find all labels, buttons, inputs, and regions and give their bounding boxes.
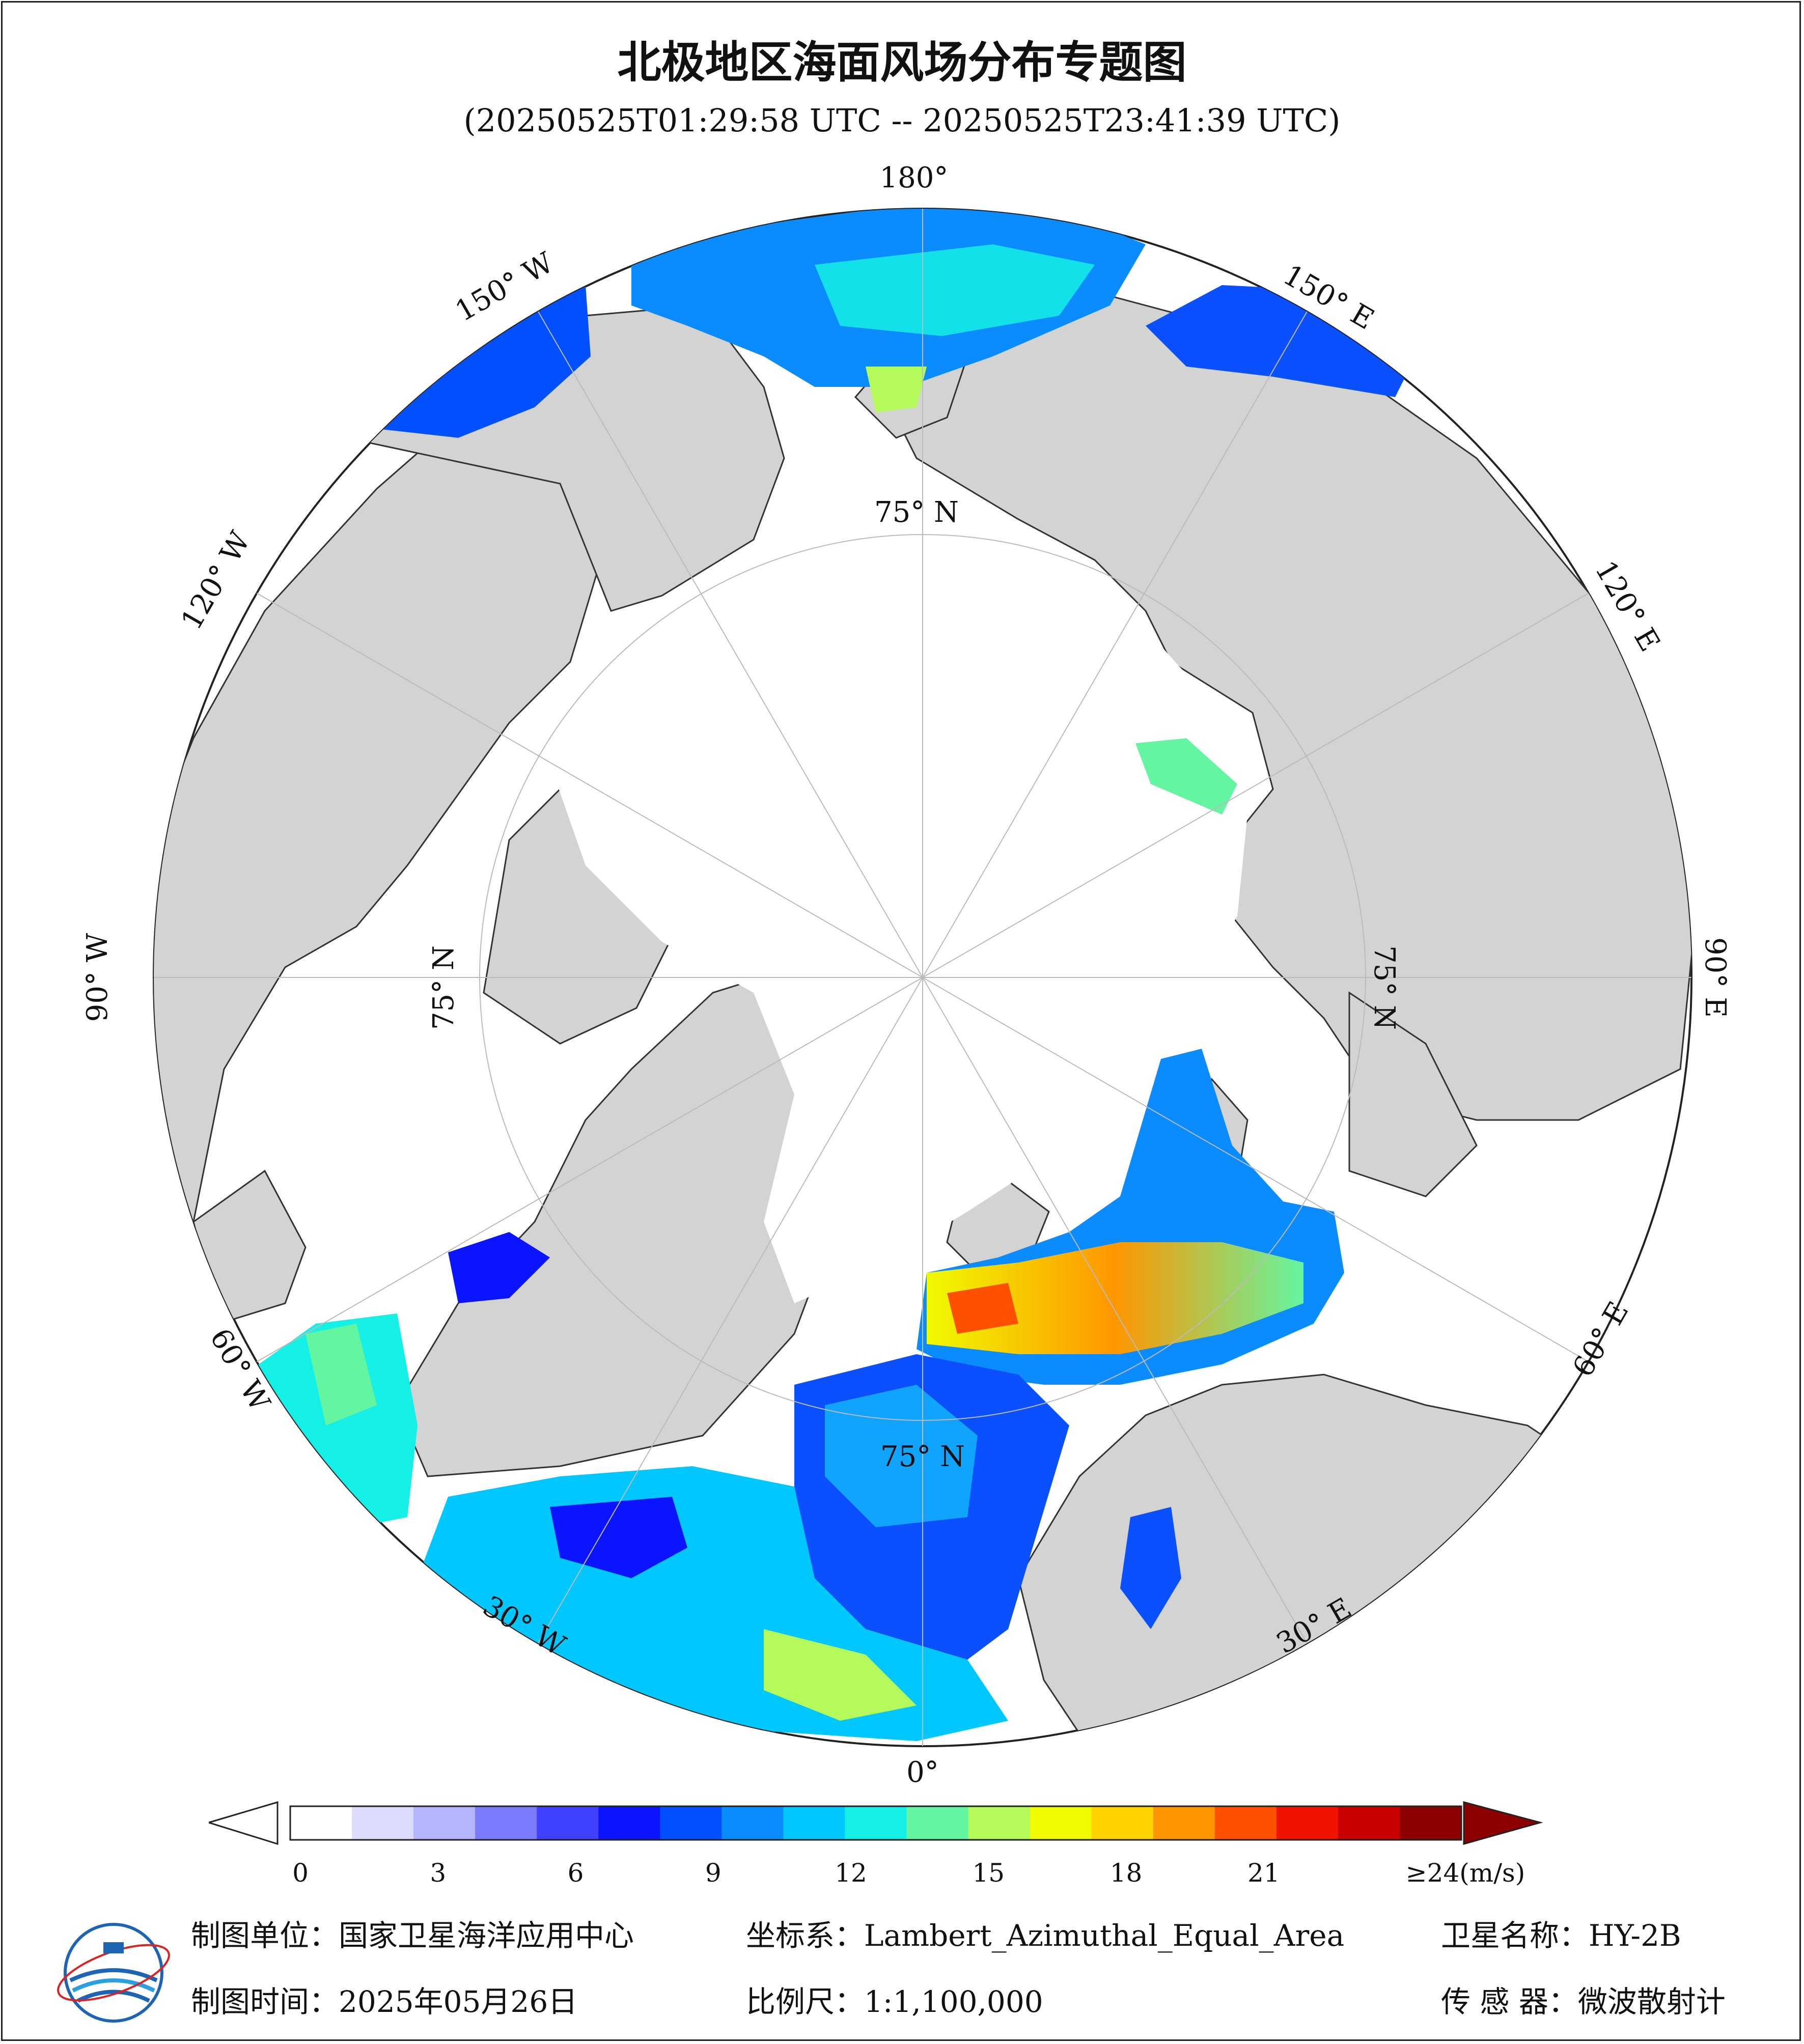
parallel-label-right: 75° N: [1368, 945, 1401, 1030]
colorbar-cell: [1153, 1806, 1215, 1840]
wind-region-laptev: [1135, 738, 1237, 815]
colorbar-cell: [413, 1806, 476, 1840]
colorbar-cell: [290, 1806, 353, 1840]
colorbar-cell: [352, 1806, 414, 1840]
sea-ice: [550, 529, 1247, 1303]
colorbar-cell: [968, 1806, 1031, 1840]
footer-sensor-label: 传 感 器：: [1441, 1984, 1578, 2019]
wind-region-baltic: [1120, 1507, 1181, 1629]
wind-region-gulf-alaska: [367, 285, 591, 438]
colorbar-cell: [906, 1806, 969, 1840]
wind-region-barents: [927, 1242, 1303, 1354]
meridian-label-0: 0°: [906, 1756, 939, 1789]
footer-scale: 比例尺：1:1,100,000: [746, 1978, 1043, 2021]
polar-map: 180° 150° E 120° E 90° E 60° E 30° E 0° …: [81, 161, 1732, 1789]
footer-date-value: 2025年05月26日: [339, 1984, 578, 2019]
land-siberia: [890, 274, 1691, 1121]
parallel-label-left: 75° N: [427, 945, 460, 1030]
meridian-label-90w: 90° W: [81, 933, 114, 1022]
page-title: 北极地区海面风场分布专题图: [617, 37, 1187, 88]
colorbar-cell: [598, 1806, 661, 1840]
colorbar-cell: [783, 1806, 846, 1840]
footer-sat-value: HY-2B: [1589, 1918, 1681, 1953]
colorbar-unit-label: ≥24(m/s): [1405, 1858, 1525, 1888]
wind-region-baffin: [448, 1232, 550, 1303]
footer-sensor-value: 微波散射计: [1577, 1984, 1726, 2019]
colorbar-tick-label: 12: [835, 1858, 867, 1888]
footer-coord-value: Lambert_Azimuthal_Equal_Area: [864, 1918, 1345, 1953]
colorbar-cell: [660, 1806, 723, 1840]
footer-org-value: 国家卫星海洋应用中心: [339, 1918, 634, 1953]
colorbar-over-arrow: [1463, 1801, 1543, 1845]
colorbar-cell: [1338, 1806, 1400, 1840]
footer-coord: 坐标系：Lambert_Azimuthal_Equal_Area: [746, 1912, 1344, 1954]
colorbar-cell: [475, 1806, 538, 1840]
colorbar-tick-label: 0: [292, 1858, 309, 1888]
nsoas-logo: [57, 1923, 170, 2023]
colorbar-cell: [721, 1806, 784, 1840]
parallel-labels: 75° N 75° N 75° N 75° N: [427, 496, 1401, 1473]
footer-sat: 卫星名称：HY-2B: [1441, 1912, 1681, 1954]
footer-scale-value: 1:1,100,000: [864, 1984, 1043, 2019]
time-range-subtitle: (20250525T01:29:58 UTC -- 20250525T23:41…: [463, 102, 1341, 139]
graticule: [154, 209, 1691, 1746]
colorbar-cell: [1276, 1806, 1339, 1840]
parallel-label-top: 75° N: [874, 496, 959, 529]
colorbar-cell: [537, 1806, 599, 1840]
colorbar-tick-label: 3: [430, 1858, 447, 1888]
footer-scale-label: 比例尺：: [746, 1984, 865, 2019]
colorbar-under-arrow: [209, 1801, 279, 1845]
colorbar-cell: [845, 1806, 907, 1840]
colorbar-tick-label: 21: [1247, 1858, 1280, 1888]
footer-date: 制图时间：2025年05月26日: [191, 1978, 577, 2021]
footer-sensor: 传 感 器：微波散射计: [1441, 1978, 1726, 2021]
footer-org-label: 制图单位：: [191, 1918, 339, 1953]
footer-coord-label: 坐标系：: [746, 1918, 865, 1953]
colorbar-tick-label: 18: [1109, 1858, 1143, 1888]
colorbar: [209, 1801, 1543, 1845]
footer-sat-label: 卫星名称：: [1441, 1918, 1589, 1953]
parallel-label-bottom: 75° N: [880, 1440, 965, 1473]
colorbar-tick-label: 15: [972, 1858, 1005, 1888]
land-north-america: [154, 416, 602, 1299]
colorbar-cells: [289, 1805, 1462, 1841]
footer-org: 制图单位：国家卫星海洋应用中心: [191, 1912, 634, 1954]
colorbar-cell: [1091, 1806, 1154, 1840]
footer-date-label: 制图时间：: [191, 1984, 339, 2019]
colorbar-outline: [289, 1805, 1462, 1841]
meridian-label-180: 180°: [880, 161, 949, 194]
colorbar-tick-label: 6: [567, 1858, 584, 1888]
colorbar-tick-label: 9: [705, 1858, 721, 1888]
meridian-label-90e: 90° E: [1699, 937, 1732, 1018]
colorbar-cell: [1399, 1806, 1462, 1840]
colorbar-cell: [1030, 1806, 1092, 1840]
colorbar-cell: [1214, 1806, 1277, 1840]
